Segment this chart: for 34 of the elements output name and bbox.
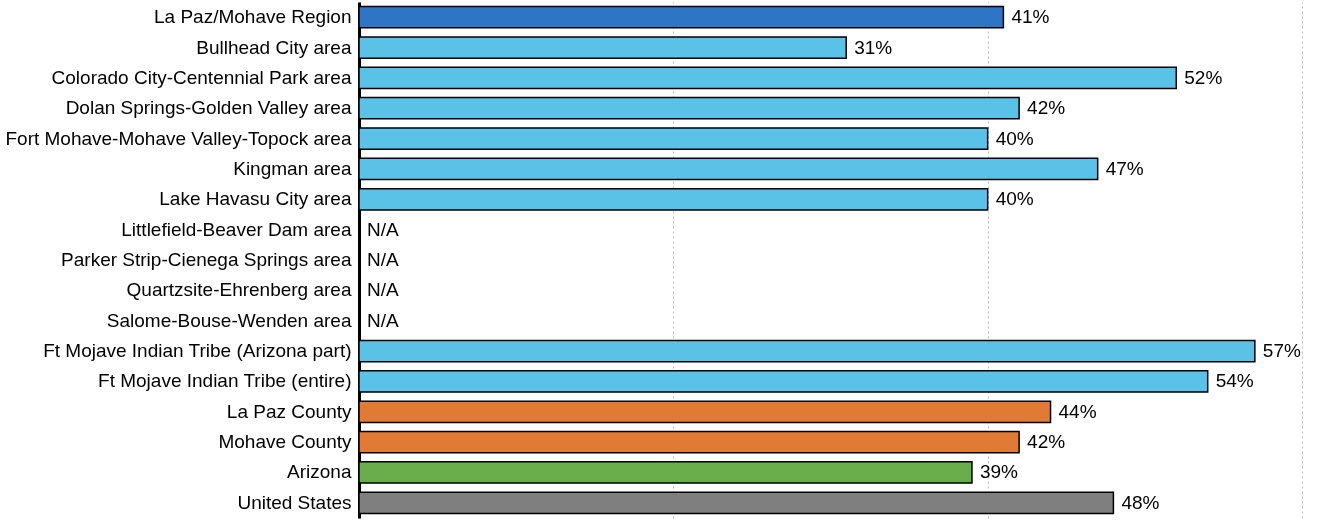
y-tick-label: Kingman area (233, 157, 352, 179)
text: N/A (367, 249, 399, 270)
data-label: 40% (995, 127, 1034, 149)
y-tick-label: La Paz County (226, 400, 352, 422)
data-label: 41% (1011, 6, 1050, 28)
y-tick-label: La Paz/Mohave Region (153, 6, 352, 28)
y-tick-label: Parker Strip-Cienega Springs area (61, 249, 352, 270)
text: N/A (367, 279, 399, 301)
data-label: 48% (1121, 491, 1160, 513)
data-label: 42% (1027, 97, 1066, 119)
y-tick-label: Arizona (287, 461, 352, 483)
y-tick-label: Quartzsite-Ehrenberg area (126, 279, 352, 301)
y-tick-label: Ft Mojave Indian Tribe (entire) (98, 370, 352, 392)
y-tick-label: Littlefield-Beaver Dam area (121, 218, 352, 240)
y-tick-label: Ft Mojave Indian Tribe (Arizona part) (43, 340, 352, 362)
y-tick-label: Fort Mohave-Mohave Valley-Topock area (5, 127, 352, 149)
y-tick-label: Salome-Bouse-Wenden area (106, 309, 352, 331)
data-label: 57% (1262, 340, 1301, 362)
text: N/A (367, 218, 399, 240)
data-label: 54% (1215, 370, 1254, 392)
y-tick-label: Mohave County (218, 431, 352, 453)
data-label: 52% (1184, 66, 1223, 88)
text: N/A (367, 309, 399, 331)
y-tick-label: United States (237, 491, 352, 513)
y-tick-label: Colorado City-Centennial Park area (51, 66, 352, 88)
data-label: 44% (1058, 400, 1097, 422)
data-label: 47% (1105, 157, 1144, 179)
data-label: 31% (854, 36, 893, 58)
y-tick-label: Dolan Springs-Golden Valley area (65, 97, 352, 119)
y-tick-label: Bullhead City area (196, 36, 352, 58)
data-label: 39% (979, 461, 1019, 483)
data-label: 42% (1027, 431, 1066, 453)
data-label: 40% (995, 188, 1034, 210)
y-tick-label: Lake Havasu City area (159, 188, 352, 210)
